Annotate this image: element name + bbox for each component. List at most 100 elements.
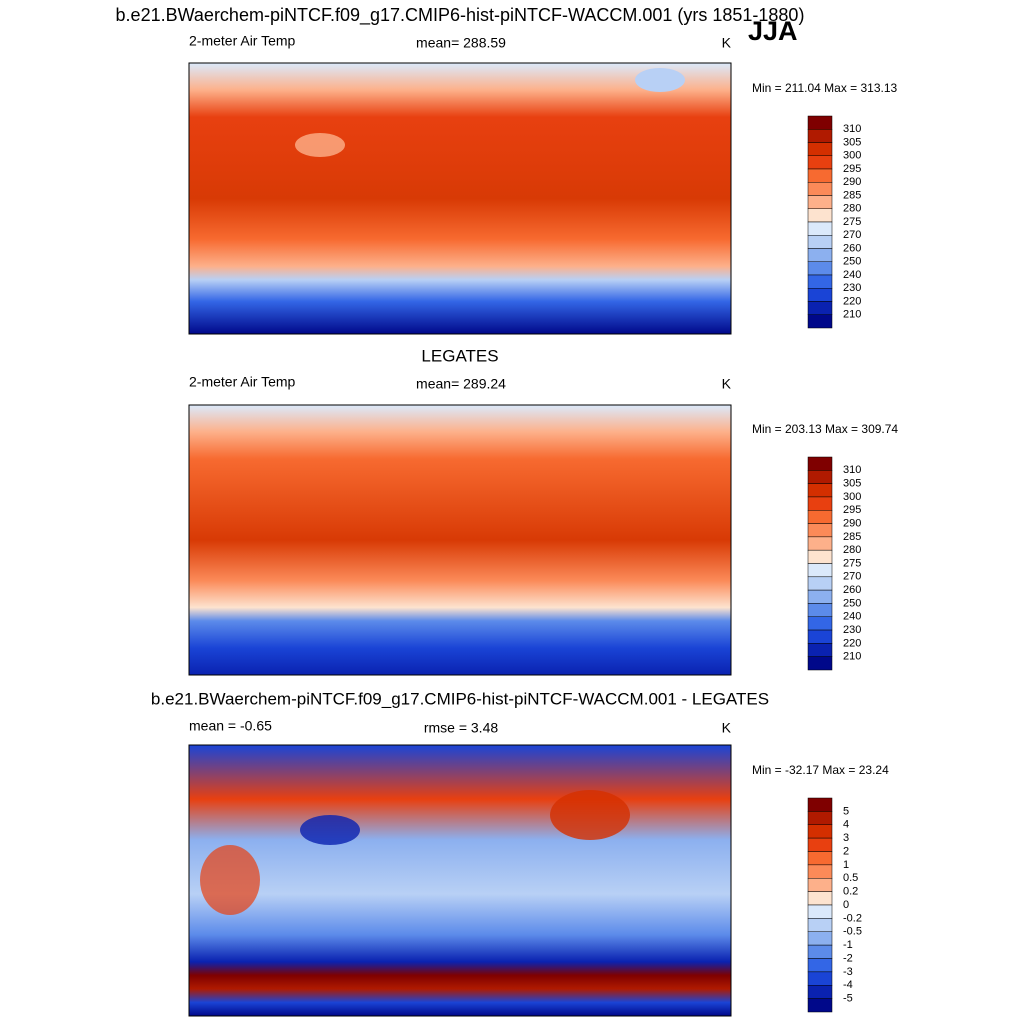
colorbar-box [807, 523, 833, 538]
colorbar-label: -0.2 [843, 912, 862, 924]
colorbar-label: 260 [843, 242, 861, 254]
colorbar-box [807, 168, 833, 183]
colorbar-label: 305 [843, 136, 861, 148]
colorbar-box [807, 656, 833, 671]
colorbar-label: 3 [843, 832, 849, 844]
colorbar-label: 305 [843, 478, 861, 490]
colorbar-box [807, 837, 833, 852]
colorbar-label: 5 [843, 805, 849, 817]
colorbar-label: 0.5 [843, 872, 858, 884]
colorbar-box [807, 261, 833, 276]
colorbar-box [807, 864, 833, 879]
colorbar-label: 285 [843, 189, 861, 201]
colorbar-box [807, 549, 833, 564]
colorbar-label: 0.2 [843, 886, 858, 898]
colorbar-label: 280 [843, 544, 861, 556]
colorbar-label: 240 [843, 611, 861, 623]
map [188, 404, 732, 676]
colorbar-box [807, 589, 833, 604]
colorbar-box [807, 944, 833, 959]
colorbar-box [807, 576, 833, 591]
colorbar-box [807, 811, 833, 825]
colorbar-label: 250 [843, 597, 861, 609]
colorbar-box [807, 129, 833, 143]
colorbar-box [807, 603, 833, 617]
panel-heading: LEGATES [421, 346, 498, 365]
colorbar-label: 285 [843, 531, 861, 543]
colorbar-box [807, 115, 833, 130]
colorbar-box [807, 235, 833, 249]
map-feature [300, 815, 360, 845]
colorbar-box [807, 182, 833, 196]
colorbar-box [807, 998, 833, 1013]
colorbar-label: -5 [843, 993, 853, 1005]
map-feature [550, 790, 630, 840]
colorbar-label: 0 [843, 899, 849, 911]
colorbar-box [807, 483, 833, 498]
colorbar-box [807, 878, 833, 892]
colorbar-label: -0.5 [843, 926, 862, 938]
colorbar-label: 270 [843, 571, 861, 583]
colorbar-label: 220 [843, 295, 861, 307]
colorbar-box [807, 456, 833, 471]
center-label: rmse = 3.48 [424, 720, 499, 736]
colorbar-box [807, 563, 833, 578]
season-label: JJA [748, 16, 798, 46]
colorbar-label: -1 [843, 939, 853, 951]
colorbar-box [807, 629, 833, 644]
colorbar-box [807, 958, 833, 973]
colorbar-label: 275 [843, 557, 861, 569]
colorbar-label: 230 [843, 282, 861, 294]
units-label: K [722, 720, 732, 736]
colorbar-box [807, 195, 833, 209]
units-label: K [722, 376, 732, 392]
colorbar-label: 290 [843, 176, 861, 188]
colorbar-box [807, 824, 833, 839]
colorbar-box [807, 288, 833, 302]
colorbar-label: 260 [843, 584, 861, 596]
colorbar-label: 300 [843, 150, 861, 162]
left-label: mean = -0.65 [189, 718, 272, 734]
colorbar-label: 2 [843, 845, 849, 857]
colorbar-box [807, 221, 833, 236]
colorbar-box [807, 248, 833, 262]
map [188, 744, 732, 1017]
colorbar-box [807, 155, 833, 170]
colorbar-label: 230 [843, 624, 861, 636]
colorbar-label: 4 [843, 819, 849, 831]
colorbar-label: -4 [843, 979, 853, 991]
colorbar-label: 310 [843, 123, 861, 135]
colorbar-box [807, 510, 833, 524]
colorbar-label: -2 [843, 952, 853, 964]
colorbar-box [807, 643, 833, 657]
colorbar-box [807, 851, 833, 866]
center-label: mean= 288.59 [416, 35, 506, 51]
panel-heading: b.e21.BWaerchem-piNTCF.f09_g17.CMIP6-his… [151, 689, 769, 708]
colorbar-label: 1 [843, 859, 849, 871]
map [188, 62, 732, 335]
map-feature [200, 845, 260, 915]
colorbar-box [807, 274, 833, 289]
colorbar-label: 210 [843, 309, 861, 321]
map-feature [295, 133, 345, 157]
colorbar-label: 275 [843, 216, 861, 228]
colorbar-box [807, 931, 833, 946]
colorbar-label: 280 [843, 203, 861, 215]
colorbar-box [807, 797, 833, 812]
colorbar-label: 220 [843, 637, 861, 649]
figure-title: b.e21.BWaerchem-piNTCF.f09_g17.CMIP6-his… [116, 5, 805, 26]
colorbar-box [807, 470, 833, 484]
stats-label: Min = 211.04 Max = 313.13 [752, 81, 898, 95]
stats-label: Min = -32.17 Max = 23.24 [752, 763, 889, 777]
colorbar-box [807, 971, 833, 986]
colorbar-label: 295 [843, 163, 861, 175]
colorbar-box [807, 616, 833, 631]
left-label: 2-meter Air Temp [189, 33, 296, 49]
center-label: mean= 289.24 [416, 376, 506, 392]
colorbar-label: 300 [843, 491, 861, 503]
colorbar-box [807, 891, 833, 906]
colorbar-label: 295 [843, 504, 861, 516]
colorbar-box [807, 918, 833, 932]
colorbar-box [807, 985, 833, 999]
